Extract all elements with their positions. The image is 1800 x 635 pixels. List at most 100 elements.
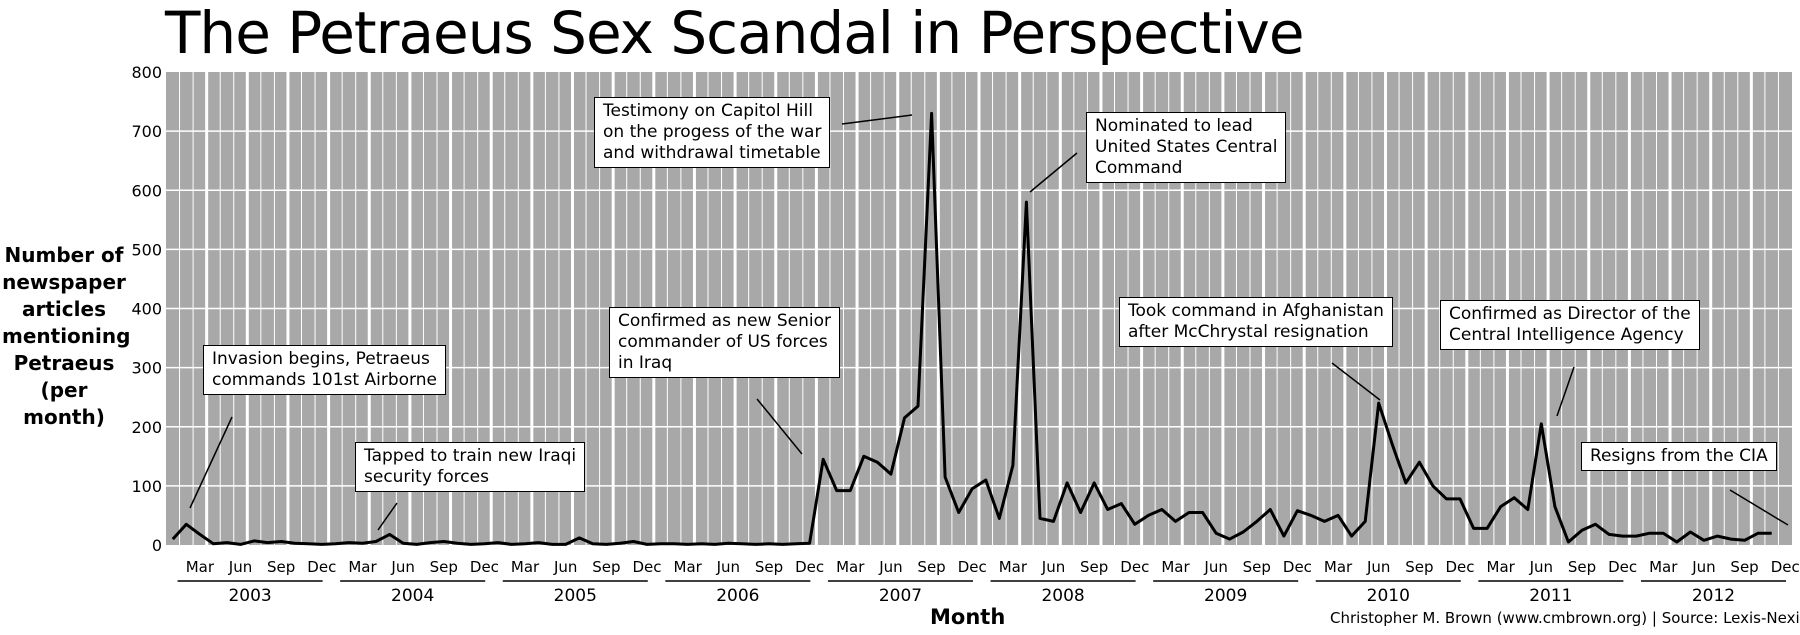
annotation-line: on the progess of the war xyxy=(603,122,822,142)
x-tick-label: Jun xyxy=(553,558,577,576)
y-tick-label: 400 xyxy=(131,300,162,319)
x-tick-label: Jun xyxy=(1366,558,1390,576)
annotation-leader xyxy=(1729,489,1789,526)
x-tick-label: Jun xyxy=(1691,558,1715,576)
x-tick-label: Dec xyxy=(1446,558,1475,576)
x-tick-label: Dec xyxy=(307,558,336,576)
year-label: 2009 xyxy=(1204,586,1247,606)
year-label: 2003 xyxy=(228,586,271,606)
annotation-line: Nominated to lead xyxy=(1095,116,1253,136)
annotation-line: commands 101st Airborne xyxy=(212,370,437,390)
annotation-line: commander of US forces xyxy=(618,332,828,352)
annotation-line: security forces xyxy=(364,467,489,487)
x-tick-label: Dec xyxy=(1120,558,1149,576)
y-tick-label: 200 xyxy=(131,418,162,437)
x-tick-label: Sep xyxy=(1730,558,1758,576)
y-tick-label: 0 xyxy=(152,536,162,555)
annotation-line: in Iraq xyxy=(618,353,673,373)
annotation-line: Central Intelligence Agency xyxy=(1449,325,1684,345)
series-line xyxy=(171,111,1772,546)
y-tick-label: 700 xyxy=(131,122,162,141)
x-tick-label: Sep xyxy=(917,558,945,576)
annotation-line: Invasion begins, Petraeus xyxy=(212,349,430,369)
x-tick-label: Mar xyxy=(186,558,215,576)
x-axis-ticks: Mar Jun Sep Dec 2003 Mar Jun Sep Dec 2004 Mar Jun Se… xyxy=(177,558,1800,606)
x-tick-label: Dec xyxy=(1283,558,1312,576)
x-tick-label: Sep xyxy=(1243,558,1271,576)
annotation-box: Resigns from the CIA xyxy=(1581,442,1777,471)
x-tick-label: Jun xyxy=(390,558,414,576)
x-tick-label: Sep xyxy=(1568,558,1596,576)
annotation-box: Invasion begins, Petraeus commands 101st … xyxy=(203,345,446,395)
year-label: 2005 xyxy=(554,586,597,606)
x-tick-label: Dec xyxy=(795,558,824,576)
x-tick-label: Mar xyxy=(1161,558,1190,576)
series-group xyxy=(171,111,1772,546)
y-axis-label: Number of newspaper articles mentioning … xyxy=(2,243,131,429)
x-tick-label: Mar xyxy=(1487,558,1516,576)
annotation-line: after McChrystal resignation xyxy=(1128,322,1369,342)
annotation-leader xyxy=(1331,362,1381,401)
annotation-box: Testimony on Capitol Hill on the progess … xyxy=(594,97,831,168)
x-tick-label: Sep xyxy=(755,558,783,576)
x-tick-label: Dec xyxy=(470,558,499,576)
annotation-box: Nominated to lead United States Central Co… xyxy=(1086,112,1287,183)
y-tick-label: 600 xyxy=(131,181,162,200)
annotation-line: Took command in Afghanistan xyxy=(1128,301,1384,321)
annotation-line: Command xyxy=(1095,158,1183,178)
annotation-leader xyxy=(189,416,233,509)
x-tick-label: Jun xyxy=(228,558,252,576)
x-tick-label: Sep xyxy=(1405,558,1433,576)
annotation-line: and withdrawal timetable xyxy=(603,143,821,163)
y-tick-label: 800 xyxy=(131,63,162,82)
annotation-leader xyxy=(756,398,803,455)
year-label: 2004 xyxy=(391,586,434,606)
annotation-box: Took command in Afghanistan after McChrys… xyxy=(1119,297,1393,347)
annotation-box: Confirmed as Director of the Central Inte… xyxy=(1440,300,1700,350)
year-label: 2006 xyxy=(716,586,759,606)
annotation-leader xyxy=(1029,152,1078,193)
source-credit: Christopher M. Brown (www.cmbrown.org) |… xyxy=(1330,609,1800,627)
annotation-line: Confirmed as Director of the xyxy=(1449,304,1691,324)
x-tick-label: Jun xyxy=(1203,558,1227,576)
y-tick-label: 100 xyxy=(131,477,162,496)
x-tick-label: Mar xyxy=(511,558,540,576)
year-label: 2011 xyxy=(1529,586,1572,606)
x-tick-label: Jun xyxy=(1529,558,1553,576)
annotation-leaders xyxy=(189,114,1789,531)
annotation-leader xyxy=(377,502,398,531)
x-tick-label: Jun xyxy=(716,558,740,576)
x-tick-label: Dec xyxy=(958,558,987,576)
annotation-line: Tapped to train new Iraqi xyxy=(364,446,577,466)
annotation-line: Confirmed as new Senior xyxy=(618,311,832,331)
annotation-line: Resigns from the CIA xyxy=(1590,446,1768,466)
x-tick-label: Mar xyxy=(836,558,865,576)
y-tick-label: 500 xyxy=(131,240,162,259)
x-tick-label: Mar xyxy=(1324,558,1353,576)
chart-title: The Petraeus Sex Scandal in Perspective xyxy=(165,0,1305,67)
x-tick-label: Sep xyxy=(430,558,458,576)
x-tick-label: Mar xyxy=(1649,558,1678,576)
x-tick-label: Jun xyxy=(878,558,902,576)
x-tick-label: Mar xyxy=(348,558,377,576)
year-label: 2010 xyxy=(1367,586,1410,606)
year-label: 2012 xyxy=(1692,586,1735,606)
x-tick-label: Jun xyxy=(1041,558,1065,576)
annotation-box: Confirmed as new Senior commander of US f… xyxy=(609,307,841,378)
x-tick-label: Dec xyxy=(1608,558,1637,576)
y-axis-ticks: 0 100 200 300 400 500 600 700 800 xyxy=(131,63,162,555)
x-tick-label: Mar xyxy=(674,558,703,576)
annotation-leader xyxy=(1556,366,1575,417)
year-label: 2007 xyxy=(879,586,922,606)
annotation-line: United States Central xyxy=(1095,137,1278,157)
x-axis-label: Month xyxy=(930,605,1006,629)
annotation-line: Testimony on Capitol Hill xyxy=(603,101,813,121)
y-tick-label: 300 xyxy=(131,359,162,378)
year-label: 2008 xyxy=(1041,586,1084,606)
x-tick-label: Sep xyxy=(592,558,620,576)
x-tick-label: Dec xyxy=(633,558,662,576)
x-tick-label: Dec xyxy=(1771,558,1800,576)
x-tick-label: Sep xyxy=(1080,558,1108,576)
x-tick-label: Mar xyxy=(999,558,1028,576)
annotation-box: Tapped to train new Iraqi security forces xyxy=(355,442,586,492)
